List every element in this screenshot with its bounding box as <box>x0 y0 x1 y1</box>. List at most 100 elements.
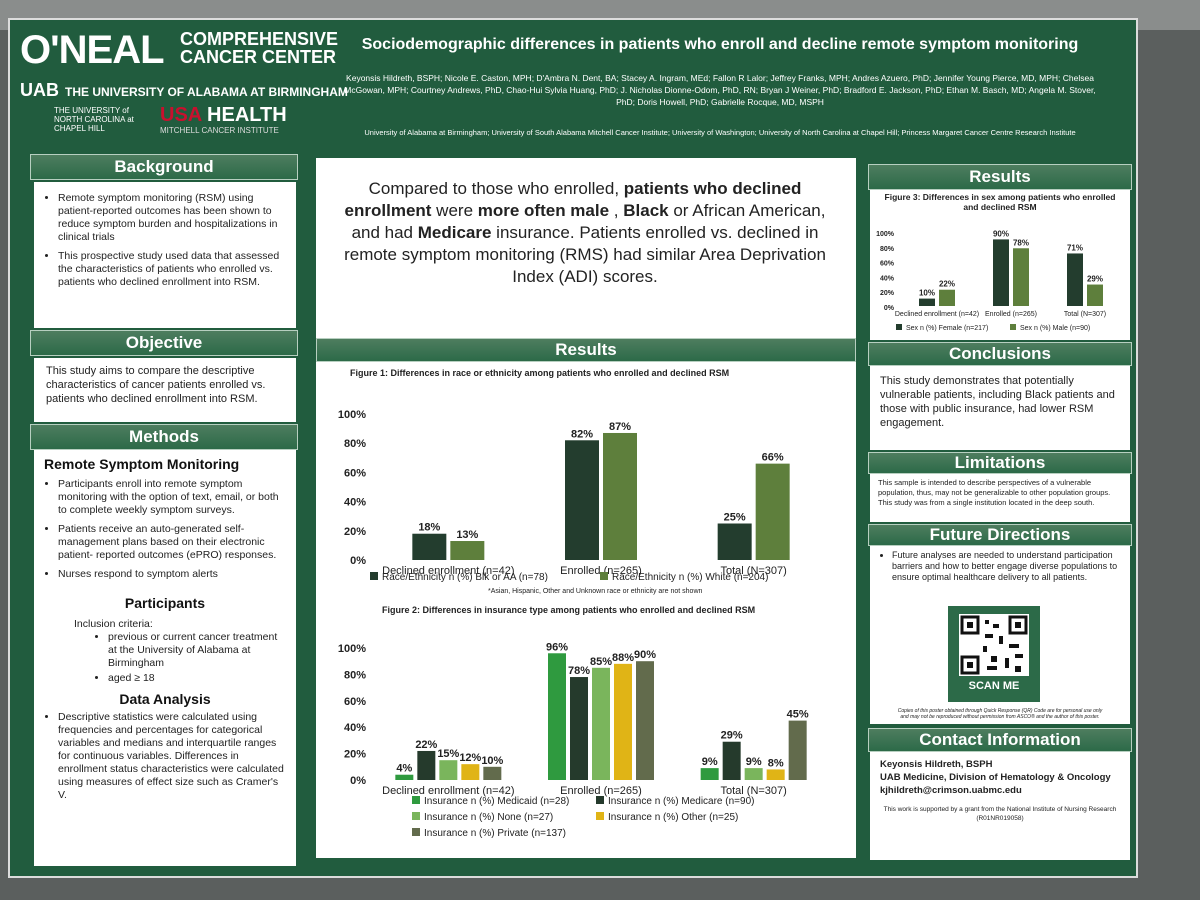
background-heading: Background <box>30 154 298 180</box>
y-tick-label: 20% <box>880 290 895 297</box>
data-label: 8% <box>768 757 784 769</box>
data-label: 66% <box>762 452 784 464</box>
figure3-title: Figure 3: Differences in sex among patie… <box>884 192 1116 212</box>
contact-heading: Contact Information <box>868 728 1132 752</box>
data-label: 4% <box>396 763 412 775</box>
bar <box>592 667 610 780</box>
list-item: Remote symptom monitoring (RSM) using pa… <box>58 192 286 244</box>
category-label: Declined enrollment (n=42) <box>382 785 514 797</box>
objective-text: This study aims to compare the descripti… <box>46 365 266 405</box>
key-finding-text: or African American, and had <box>351 201 826 242</box>
y-tick-label: 80% <box>344 438 366 450</box>
data-label: 10% <box>481 755 503 767</box>
figure2-legend-4: Insurance n (%) Other (n=25) <box>596 812 738 823</box>
grant-note: This work is supported by a grant from t… <box>883 806 1117 822</box>
legend-label: Race/Ethnicity n (%) Blk or AA (n=78) <box>382 572 548 583</box>
bar <box>1067 253 1083 306</box>
cancer-center-logo: COMPREHENSIVE CANCER CENTER <box>180 30 338 66</box>
contact-email[interactable]: kjhildreth@crimson.uabmc.edu <box>880 785 1022 796</box>
y-tick-label: 100% <box>338 643 366 655</box>
figure3-panel: Figure 3: Differences in sex among patie… <box>870 190 1130 340</box>
key-finding-text: insurance. Patients enrolled vs. decline… <box>344 223 826 286</box>
bar <box>755 463 790 560</box>
inclusion-list: previous or current cancer treatment at … <box>44 631 286 685</box>
data-label: 22% <box>415 739 437 751</box>
y-tick-label: 80% <box>880 246 895 253</box>
uab-name: THE UNIVERSITY OF ALABAMA AT BIRMINGHAM <box>65 85 348 99</box>
legend-label: Sex n (%) Female (n=217) <box>906 325 989 332</box>
data-label: 90% <box>993 229 1009 238</box>
bar <box>722 741 741 780</box>
analysis-list: Descriptive statistics were calculated u… <box>44 711 286 802</box>
legend-label: Race/Ethnicity n (%) White (n=204) <box>612 572 769 583</box>
background-panel: Remote symptom monitoring (RSM) using pa… <box>34 182 296 328</box>
data-label: 29% <box>721 730 743 742</box>
future-list: Future analyses are needed to understand… <box>878 550 1122 583</box>
uab-logo: UAB THE UNIVERSITY OF ALABAMA AT BIRMINGH… <box>20 80 348 101</box>
bar <box>993 239 1009 306</box>
uab-mark: UAB <box>20 80 59 100</box>
future-panel: Future analyses are needed to understand… <box>870 546 1130 724</box>
key-finding-bold: more often male <box>477 201 610 220</box>
bar <box>395 774 414 780</box>
results-center-heading: Results <box>316 338 856 362</box>
bar <box>766 769 785 780</box>
contact-panel: Keyonsis Hildreth, BSPH UAB Medicine, Di… <box>870 752 1130 860</box>
limitations-heading: Limitations <box>868 452 1132 474</box>
limitations-text: This sample is intended to describe pers… <box>878 478 1111 507</box>
poster-title: Sociodemographic differences in patients… <box>361 36 1079 53</box>
list-item: Nurses respond to symptom alerts <box>58 568 286 581</box>
usa-health-logo: USA HEALTH <box>160 104 287 127</box>
y-tick-label: 100% <box>876 231 895 238</box>
data-label: 10% <box>919 289 935 298</box>
category-label: Declined enrollment (n=42) <box>382 565 514 577</box>
methods-heading: Methods <box>30 424 298 450</box>
category-label: Total (N=307) <box>720 565 786 577</box>
figure2-chart: 0% 20% 40% 60% 80% 100% 4%22%15% 12% 10% Declined… <box>338 641 809 797</box>
future-heading: Future Directions <box>868 524 1132 546</box>
poster: O'NEAL COMPREHENSIVE CANCER CENTER UAB TH… <box>8 18 1138 878</box>
y-tick-label: 0% <box>350 775 366 787</box>
data-label: 88% <box>612 652 634 664</box>
data-label: 90% <box>634 649 656 661</box>
bar <box>700 768 719 780</box>
key-finding: Compared to those who enrolled, patients… <box>340 178 830 288</box>
methods-panel: Remote Symptom Monitoring Participants e… <box>34 450 296 866</box>
figure2-legend-2: Insurance n (%) Medicare (n=90) <box>596 796 754 807</box>
qr-code-block[interactable]: SCAN ME <box>948 606 1040 702</box>
bar <box>636 661 654 780</box>
bar <box>450 541 485 560</box>
results-right-heading: Results <box>868 164 1132 190</box>
legend-label: Insurance n (%) Private (n=137) <box>424 828 567 839</box>
figure3-legend-2: Sex n (%) Male (n=90) <box>1010 324 1090 332</box>
figure3-chart: 0% 20% 40% 60% 80% 100% 10% 22% Declined enrollm… <box>876 229 1106 318</box>
poster-header: O'NEAL COMPREHENSIVE CANCER CENTER UAB TH… <box>10 20 1136 152</box>
bar <box>461 764 480 780</box>
scan-me-label: SCAN ME <box>968 680 1020 692</box>
bar <box>919 298 935 306</box>
bar <box>603 432 637 560</box>
data-label: 22% <box>939 280 955 289</box>
data-label: 29% <box>1087 275 1103 284</box>
data-label: 25% <box>724 512 746 524</box>
conclusions-panel: This study demonstrates that potentially… <box>870 366 1130 450</box>
oneal-logo: O'NEAL <box>20 28 165 72</box>
data-label: 78% <box>568 665 590 677</box>
list-item: Future analyses are needed to understand… <box>892 550 1122 583</box>
data-label: 78% <box>1013 238 1029 247</box>
data-label: 71% <box>1067 243 1083 252</box>
key-finding-text: Compared to those who enrolled, <box>368 179 624 198</box>
bar <box>417 750 436 780</box>
background-list: Remote symptom monitoring (RSM) using pa… <box>44 192 286 289</box>
data-label: 85% <box>590 656 612 668</box>
data-label: 82% <box>571 428 593 440</box>
y-tick-label: 20% <box>344 749 366 761</box>
key-finding-bold: Black <box>623 201 669 220</box>
list-item: This prospective study used data that as… <box>58 250 286 289</box>
figure2-title: Figure 2: Differences in insurance type … <box>382 605 756 615</box>
objective-heading: Objective <box>30 330 298 356</box>
data-label: 96% <box>546 641 568 653</box>
contact-name: Keyonsis Hildreth, BSPH <box>880 759 993 770</box>
data-label: 15% <box>437 748 459 760</box>
figure3-legend-1: Sex n (%) Female (n=217) <box>896 324 988 332</box>
